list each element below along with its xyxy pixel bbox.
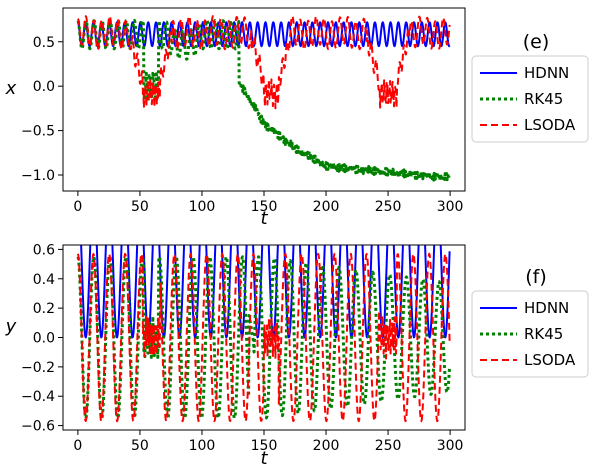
ytick-label-e-1: 0.0: [33, 79, 55, 95]
xtick-label-e-6: 300: [437, 199, 464, 215]
legend-label-e-lsoda: LSODA: [524, 116, 576, 134]
xtick-label-f-5: 250: [375, 438, 402, 454]
series-group-f: [76, 245, 452, 423]
legend-label-f-hdnn: HDNN: [524, 299, 569, 317]
ytick-label-e-2: −0.5: [21, 124, 55, 140]
y-axis-label-f: y: [5, 316, 17, 337]
xtick-label-f-6: 300: [437, 438, 464, 454]
xtick-label-e-5: 250: [375, 199, 402, 215]
legend-label-e-rk45: RK45: [524, 90, 563, 108]
legend-label-f-lsoda: LSODA: [524, 351, 576, 369]
plot-area-e: 0 50 100 150 200 250 300 0.5 0.0 −0.5 −1.0: [21, 7, 466, 215]
xtick-label-e-0: 0: [73, 199, 82, 215]
x-axis-label-e: t: [260, 208, 268, 229]
xtick-label-e-3: 150: [251, 199, 278, 215]
panel-label-f: (f): [525, 266, 547, 288]
xtick-label-f-1: 50: [131, 438, 149, 454]
legend-f: HDNN RK45 LSODA: [471, 290, 589, 378]
xtick-label-e-1: 50: [131, 199, 149, 215]
panel-f: 0 50 100 150 200 250 300 0.6 0.4 0.2 0.0 −0.2 −0.4 −…: [5, 242, 589, 469]
ytick-label-e-3: −1.0: [21, 168, 55, 184]
plot-area-f: 0 50 100 150 200 250 300 0.6 0.4 0.2 0.0 −0.2 −0.4 −…: [21, 242, 466, 454]
yticks-f: 0.6 0.4 0.2 0.0 −0.2 −0.4 −0.6: [21, 242, 63, 435]
xtick-label-f-2: 100: [189, 438, 216, 454]
panel-e: 0 50 100 150 200 250 300 0.5 0.0 −0.5 −1.0 t x (e…: [5, 7, 589, 229]
legend-label-e-hdnn: HDNN: [524, 64, 569, 82]
xtick-label-e-4: 200: [313, 199, 340, 215]
panel-label-e: (e): [523, 31, 550, 53]
y-axis-label-e: x: [5, 78, 17, 99]
xtick-label-f-4: 200: [313, 438, 340, 454]
yticks-e: 0.5 0.0 −0.5 −1.0: [21, 35, 63, 184]
ytick-label-f-2: 0.2: [33, 301, 55, 317]
series-e-lsoda: [77, 15, 451, 110]
xticks-f: 0 50 100 150 200 250 300: [73, 430, 463, 454]
ytick-label-e-0: 0.5: [33, 35, 55, 51]
ytick-label-f-6: −0.6: [21, 419, 55, 435]
series-e-rk45: [76, 18, 452, 182]
ytick-label-f-0: 0.6: [33, 242, 55, 258]
ytick-label-f-3: 0.0: [33, 331, 55, 347]
x-axis-label-f: t: [260, 448, 268, 469]
xtick-label-f-0: 0: [73, 438, 82, 454]
legend-label-f-rk45: RK45: [524, 325, 563, 343]
xtick-label-e-2: 100: [189, 199, 216, 215]
ytick-label-f-5: −0.4: [21, 389, 55, 405]
ytick-label-f-4: −0.2: [21, 360, 55, 376]
xticks-e: 0 50 100 150 200 250 300: [73, 191, 463, 215]
series-group-e: [76, 15, 452, 182]
series-f-lsoda: [76, 252, 451, 423]
xtick-label-f-3: 150: [251, 438, 278, 454]
series-e-hdnn: [77, 21, 451, 48]
legend-e: HDNN RK45 LSODA: [471, 55, 589, 143]
legend-box-e: [471, 55, 589, 143]
legend-box-f: [471, 290, 589, 378]
ytick-label-f-1: 0.4: [33, 272, 55, 288]
